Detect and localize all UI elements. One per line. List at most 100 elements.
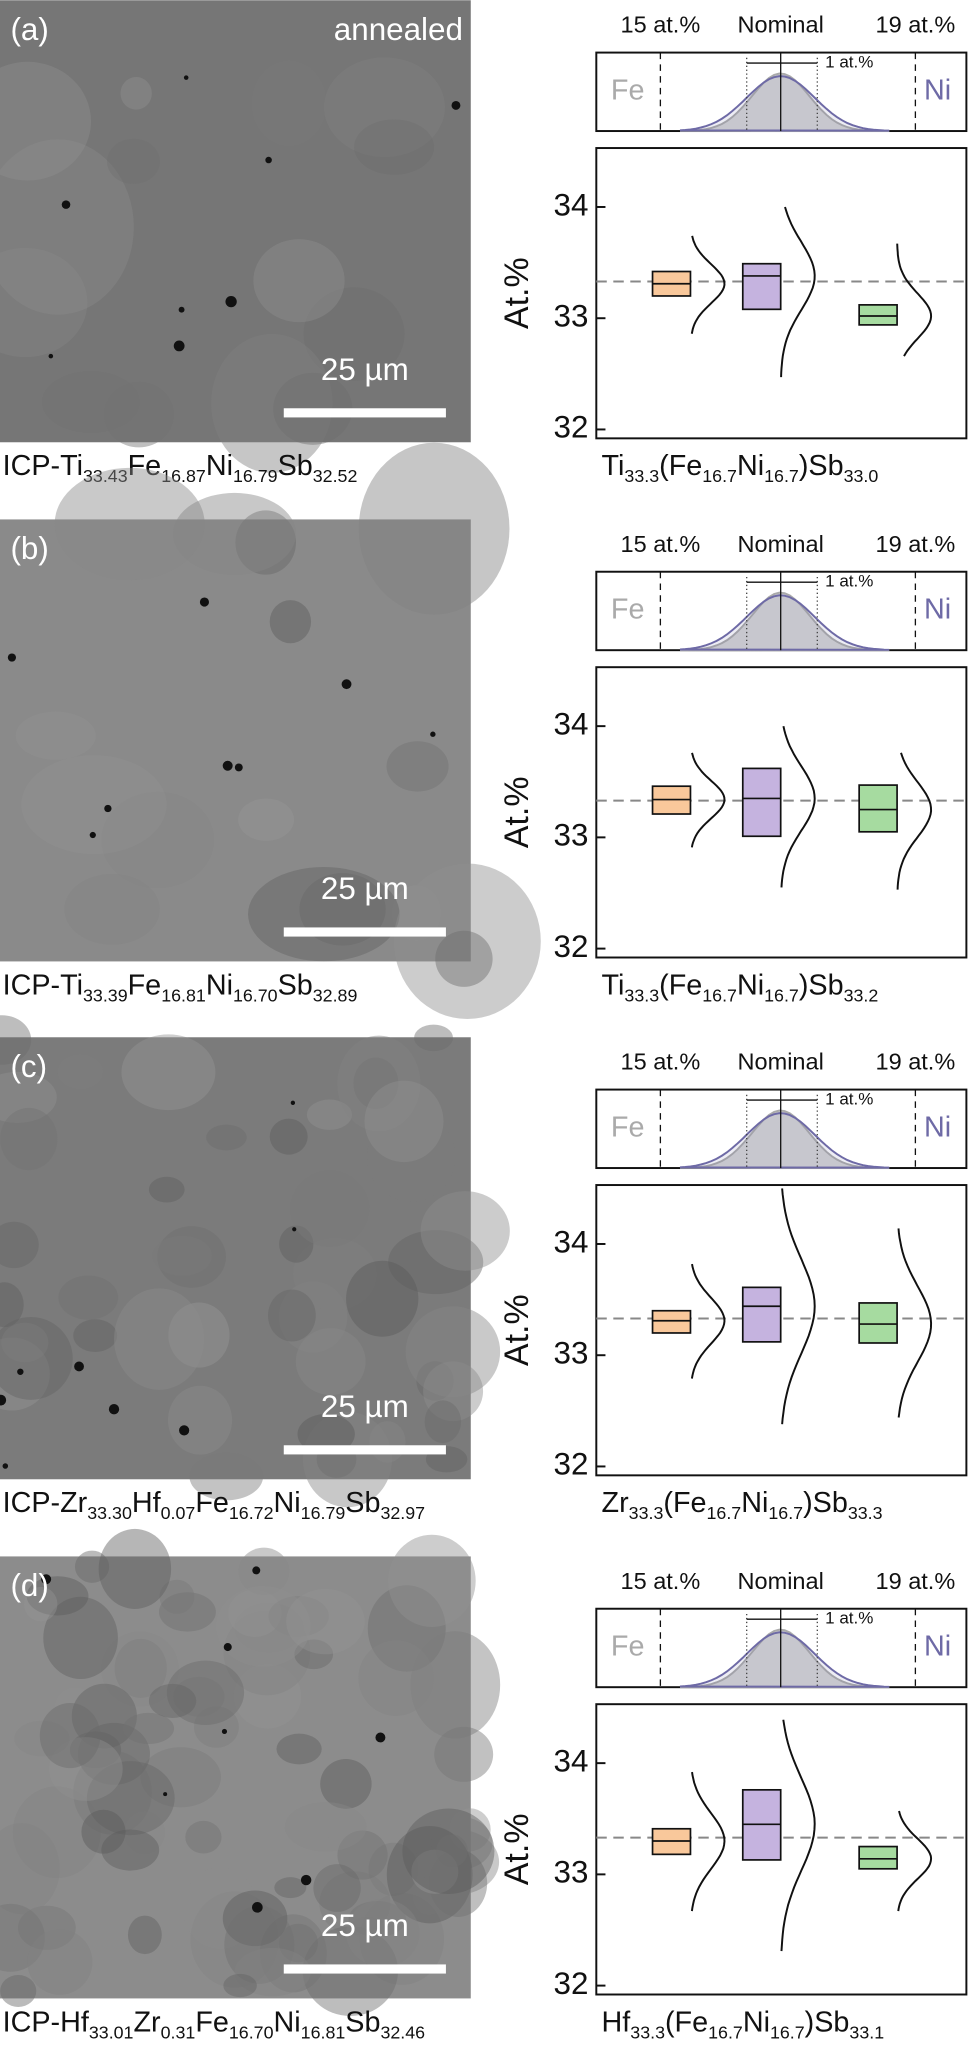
y-tick-label: 32 (554, 929, 589, 964)
grain (319, 1871, 391, 1936)
grain (77, 1722, 150, 1785)
grain (152, 1235, 212, 1276)
grain (74, 1550, 110, 1583)
grain (0, 1903, 45, 1972)
grain (101, 791, 215, 889)
box (741, 767, 782, 838)
formula-subscript: 16.7 (764, 985, 799, 1005)
y-tick-label: 33 (554, 1855, 589, 1890)
grain (26, 1576, 89, 1616)
inset-distribution (679, 1631, 890, 1688)
grain (159, 1579, 195, 1614)
grain (436, 1834, 468, 1868)
grain (324, 57, 445, 158)
grain (15, 711, 96, 760)
formula-part: )Sb (799, 450, 844, 482)
grain (337, 1830, 388, 1880)
grain (238, 1547, 290, 1595)
grain (429, 1849, 488, 1917)
inset-left-element: Fe (611, 74, 645, 106)
inset-distribution (679, 75, 890, 132)
scale-bar-label: 25 µm (321, 352, 409, 387)
distribution-curve (690, 752, 726, 848)
grain (1, 1322, 49, 1363)
grain (320, 1759, 372, 1809)
formula-part: ICP-Zr (3, 1487, 88, 1519)
grain (121, 1034, 216, 1111)
pore (234, 763, 243, 772)
distribution-curve (897, 1228, 933, 1418)
grain (0, 61, 91, 181)
grain (358, 442, 510, 615)
inset-width-label: 1 at.% (825, 572, 873, 591)
formula-part: )Sb (803, 1487, 848, 1519)
pore (252, 1566, 261, 1575)
grain (348, 1900, 406, 1938)
distribution-curve (781, 1188, 816, 1425)
pore (48, 353, 54, 359)
formula-subscript: 33.3 (848, 1503, 883, 1523)
formula-part: Sb (345, 2006, 380, 2038)
grain (101, 1829, 160, 1871)
inset-right-element: Ni (924, 74, 951, 106)
grain (189, 1452, 264, 1501)
grain (386, 1825, 473, 1924)
formula-part: Zr (602, 1487, 630, 1519)
grain (81, 1809, 126, 1854)
inset-right-element: Ni (924, 1631, 951, 1663)
pore (183, 75, 189, 80)
distribution-curve (896, 752, 933, 890)
inset-left-label: 15 at.% (621, 1049, 701, 1075)
pore (89, 831, 96, 839)
pore (300, 1874, 312, 1886)
grain (167, 1385, 233, 1455)
grain (424, 1400, 462, 1444)
grain (359, 1893, 445, 1985)
grain (364, 1080, 444, 1163)
grain (148, 1176, 185, 1203)
y-tick-label: 32 (554, 1447, 589, 1482)
grain (234, 1602, 304, 1653)
grain (48, 1737, 123, 1801)
grain (411, 1849, 459, 1894)
panel-label: (a) (10, 12, 48, 47)
annotation: annealed (334, 12, 463, 47)
grain (14, 1720, 70, 1757)
grain (106, 138, 161, 185)
grain (346, 1260, 419, 1337)
formula-part: (Fe (659, 969, 702, 1001)
grain (0, 139, 134, 315)
y-tick-label: 32 (554, 410, 589, 445)
grain (211, 333, 333, 473)
micrograph (0, 0, 471, 473)
pore (74, 1361, 84, 1372)
pore (7, 653, 16, 662)
grain (127, 1915, 162, 1955)
pore (2, 1463, 9, 1469)
y-tick-label: 34 (554, 187, 589, 222)
grain (350, 1916, 385, 1940)
grain (27, 1929, 93, 1995)
formula-subscript: 16.79 (233, 466, 278, 486)
formula-subscript: 16.7 (708, 2022, 743, 2042)
grain (57, 1054, 103, 1090)
scale-bar (283, 927, 446, 937)
inset-center-label: Nominal (738, 1049, 824, 1075)
y-axis-label: At.% (498, 1813, 536, 1885)
formula-part: Ni (741, 1487, 768, 1519)
plot-frame (595, 666, 968, 959)
pore (292, 1227, 297, 1232)
grain (223, 1973, 257, 1998)
formula-subscript: 32.97 (380, 1503, 425, 1523)
grain (12, 1786, 101, 1879)
formula-subscript: 16.79 (301, 1503, 346, 1523)
grain (295, 1328, 366, 1396)
pore (178, 306, 185, 313)
formula-subscript: 0.31 (161, 2022, 196, 2042)
pore (341, 679, 352, 690)
grain (223, 1610, 311, 1696)
grain (248, 866, 400, 962)
inset-width-label: 1 at.% (825, 1090, 873, 1109)
grain (54, 467, 205, 581)
formula: ICP-Ti33.43Fe16.87Ni16.79Sb32.52 (3, 450, 358, 486)
